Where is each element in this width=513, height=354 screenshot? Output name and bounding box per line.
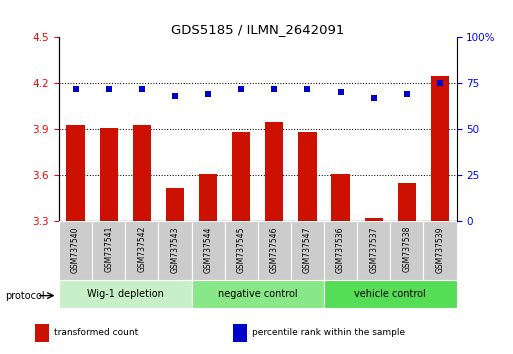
Text: GSM737541: GSM737541 — [104, 226, 113, 273]
Point — [303, 86, 311, 92]
Point — [137, 86, 146, 92]
Point — [105, 86, 113, 92]
Bar — [59, 221, 92, 280]
Point — [337, 90, 345, 95]
Bar — [59, 280, 191, 308]
Text: GSM737540: GSM737540 — [71, 226, 80, 273]
Text: GSM737539: GSM737539 — [436, 226, 444, 273]
Bar — [92, 221, 125, 280]
Bar — [265, 121, 284, 221]
Bar — [431, 75, 449, 221]
Bar — [199, 174, 217, 221]
Point — [370, 95, 378, 101]
Point — [71, 86, 80, 92]
Point — [403, 91, 411, 97]
Bar — [331, 174, 350, 221]
Bar — [191, 280, 324, 308]
Bar — [299, 132, 317, 221]
Text: protocol: protocol — [5, 291, 45, 301]
Point — [237, 86, 245, 92]
Text: negative control: negative control — [218, 289, 298, 299]
Point — [204, 91, 212, 97]
Bar — [291, 221, 324, 280]
Text: GSM737547: GSM737547 — [303, 226, 312, 273]
Bar — [67, 125, 85, 221]
Bar — [35, 324, 49, 342]
Text: GSM737546: GSM737546 — [270, 226, 279, 273]
Point — [171, 93, 179, 99]
Text: percentile rank within the sample: percentile rank within the sample — [252, 328, 405, 337]
Bar — [324, 280, 457, 308]
Bar — [191, 221, 225, 280]
Bar — [258, 221, 291, 280]
Bar — [423, 221, 457, 280]
Bar — [133, 125, 151, 221]
Point — [436, 80, 444, 86]
Title: GDS5185 / ILMN_2642091: GDS5185 / ILMN_2642091 — [171, 23, 344, 36]
Bar — [390, 221, 423, 280]
Bar — [357, 221, 390, 280]
Text: GSM737537: GSM737537 — [369, 226, 378, 273]
Bar — [100, 128, 118, 221]
Bar — [225, 221, 258, 280]
Point — [270, 86, 279, 92]
Text: GSM737538: GSM737538 — [402, 226, 411, 273]
Text: Wig-1 depletion: Wig-1 depletion — [87, 289, 164, 299]
Bar — [232, 132, 250, 221]
Text: GSM737543: GSM737543 — [170, 226, 180, 273]
Bar — [159, 221, 191, 280]
Text: GSM737542: GSM737542 — [137, 226, 146, 273]
Text: GSM737545: GSM737545 — [236, 226, 246, 273]
Bar — [365, 218, 383, 221]
Bar — [233, 324, 247, 342]
Text: GSM737544: GSM737544 — [204, 226, 212, 273]
Bar — [324, 221, 357, 280]
Text: GSM737536: GSM737536 — [336, 226, 345, 273]
Text: transformed count: transformed count — [54, 328, 138, 337]
Bar — [398, 183, 416, 221]
Bar — [125, 221, 159, 280]
Bar — [166, 188, 184, 221]
Text: vehicle control: vehicle control — [354, 289, 426, 299]
